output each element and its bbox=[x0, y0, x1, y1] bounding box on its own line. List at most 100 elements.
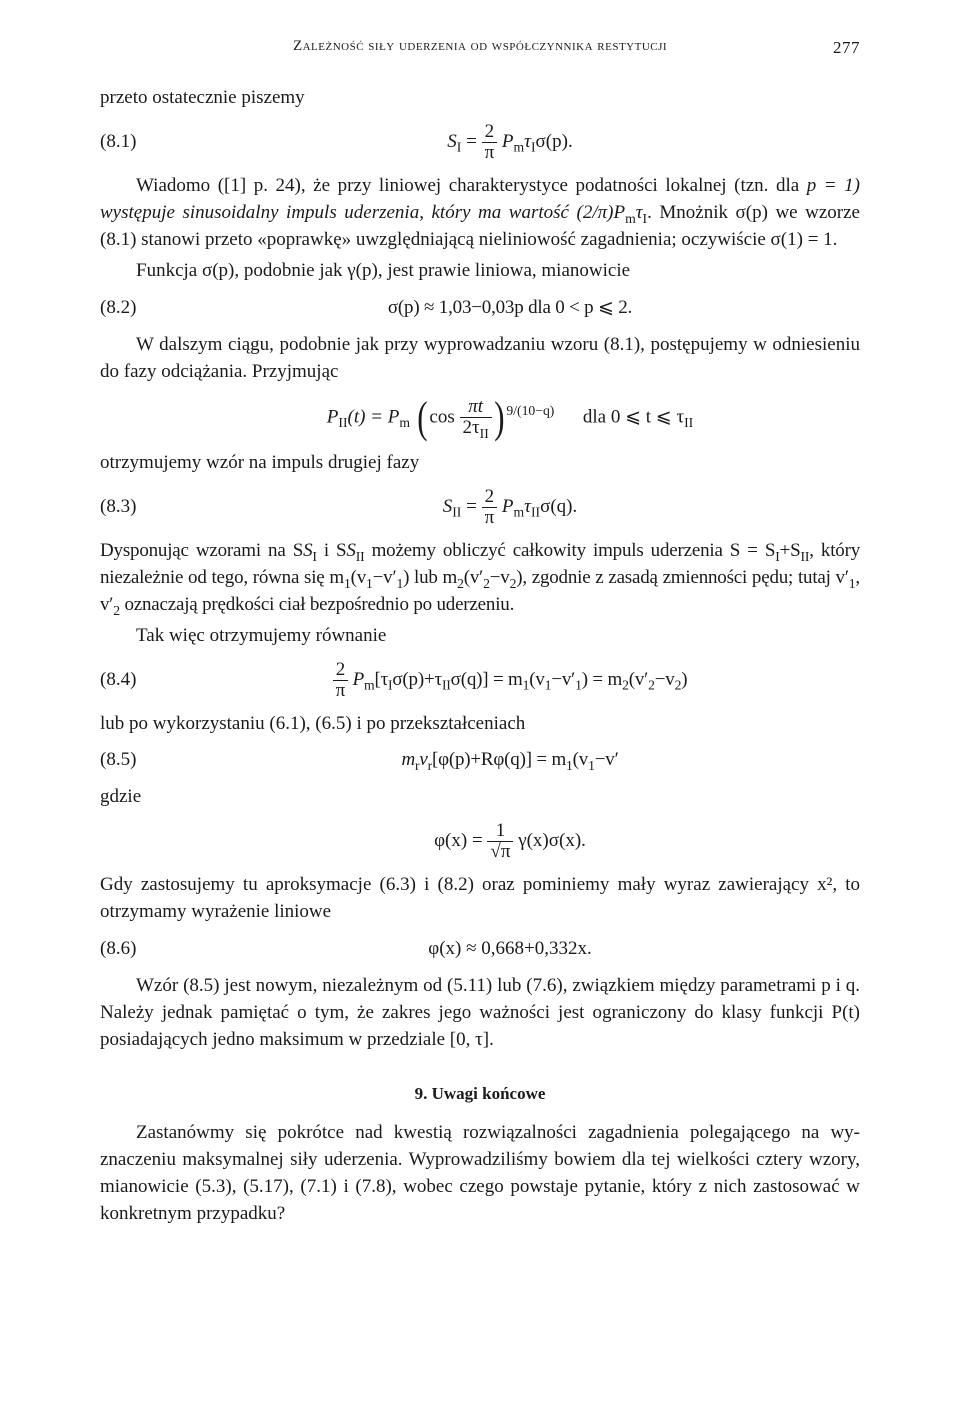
eq84-mv2: −v bbox=[655, 668, 675, 689]
eq-num-8-6: (8.6) bbox=[100, 936, 160, 963]
eq85-mv: −v′ bbox=[595, 749, 619, 770]
eq81-tau: τ bbox=[524, 131, 531, 152]
p6l2: 2 bbox=[113, 603, 120, 618]
p6b: i S bbox=[317, 540, 347, 561]
equation-8-6: (8.6) φ(x) ≈ 0,668+0,332x. bbox=[100, 936, 860, 963]
para-1: przeto ostatecznie piszemy bbox=[100, 85, 860, 112]
eq81-frac-den: π bbox=[482, 143, 498, 163]
equation-8-1: (8.1) SI = 2 π PmτIσ(p). bbox=[100, 122, 860, 163]
phi-num: 1 bbox=[487, 821, 513, 842]
rparen-icon: ) bbox=[494, 396, 504, 440]
eq-body-8-2: σ(p) ≈ 1,03−0,03p dla 0 < p ⩽ 2. bbox=[160, 295, 860, 322]
eq84-mv: −v′ bbox=[551, 668, 575, 689]
eq84-v1: (v bbox=[529, 668, 544, 689]
pii-exp: 9/(10−q) bbox=[506, 403, 554, 418]
pii-fnum: πt bbox=[460, 397, 492, 418]
eq-num-8-3: (8.3) bbox=[100, 494, 160, 521]
p6f1: 1 bbox=[366, 576, 373, 591]
eq84-m: m bbox=[364, 677, 374, 692]
p6m: oznaczają prędkości ciał bezpośrednio po… bbox=[120, 594, 514, 615]
para-6: Dysponując wzorami na SSI i SSII możemy … bbox=[100, 538, 860, 619]
eq83-tau: τ bbox=[524, 496, 531, 517]
p6dii: II bbox=[801, 549, 810, 564]
eq81-frac: 2 π bbox=[482, 122, 498, 163]
eq84-2: 2 bbox=[622, 677, 629, 692]
eq83-eq: = bbox=[466, 496, 481, 517]
para-2: Wiadomo ([1] p. 24), że przy liniowej ch… bbox=[100, 173, 860, 254]
pii-cond: dla 0 ⩽ t ⩽ τ bbox=[583, 406, 684, 427]
eq85-1: 1 bbox=[566, 758, 573, 773]
eq-num-8-5: (8.5) bbox=[100, 747, 160, 774]
p6d: +S bbox=[780, 540, 801, 561]
eq83-fnum: 2 bbox=[482, 487, 498, 508]
page-number: 277 bbox=[833, 36, 860, 60]
para-8: lub po wykorzystaniu (6.1), (6.5) i po p… bbox=[100, 711, 860, 738]
p2b-tau: τ bbox=[636, 202, 643, 223]
eq86-body: φ(x) ≈ 0,668+0,332x. bbox=[428, 938, 592, 959]
p6e1: 1 bbox=[344, 576, 351, 591]
pii-frac: πt 2τII bbox=[460, 397, 492, 438]
eq85-v: v bbox=[419, 749, 427, 770]
phi-rest: γ(x)σ(x). bbox=[518, 830, 586, 851]
p6i: (v′ bbox=[464, 567, 483, 588]
para-10: Gdy zastosujemy tu aproksymacje (6.3) i … bbox=[100, 872, 860, 926]
equation-8-4: (8.4) 2 π Pm[τIσ(p)+τIIσ(q)] = m1(v1−v′1… bbox=[100, 660, 860, 701]
running-head: Zależność siły uderzenia od współczynnik… bbox=[100, 36, 860, 57]
p6k: ), zgodnie z zasadą zmien­ności pędu; tu… bbox=[516, 567, 849, 588]
eq83-ii: II bbox=[452, 504, 461, 519]
lparen-icon: ( bbox=[417, 396, 427, 440]
pii-lhs: P bbox=[327, 406, 339, 427]
eq84-sp: σ(p)+τ bbox=[392, 668, 442, 689]
eq85-phi: [φ(p)+Rφ(q)] = m bbox=[432, 749, 566, 770]
eq81-sigma: σ(p). bbox=[536, 131, 573, 152]
eq83-ii2: II bbox=[531, 504, 540, 519]
eq81-sub: I bbox=[457, 140, 462, 155]
eq-body-phi: φ(x) = 1 √π γ(x)σ(x). bbox=[160, 821, 860, 862]
equation-8-2: (8.2) σ(p) ≈ 1,03−0,03p dla 0 < p ⩽ 2. bbox=[100, 295, 860, 322]
eq85-m: m bbox=[401, 749, 415, 770]
eq84-sq: σ(q)] = m bbox=[451, 668, 523, 689]
p2b-sub: m bbox=[625, 211, 636, 226]
pii-ii: II bbox=[338, 415, 347, 430]
eq-body-8-1: SI = 2 π PmτIσ(p). bbox=[160, 122, 860, 163]
p6f: (v bbox=[351, 567, 366, 588]
eq84-ii: II bbox=[442, 677, 451, 692]
eq-body-8-3: SII = 2 π PmτIIσ(q). bbox=[160, 487, 860, 528]
eq85-v1: (v bbox=[573, 749, 588, 770]
p2a: Wiadomo ([1] p. 24), że przy liniowej ch… bbox=[136, 175, 807, 196]
eq83-p: P bbox=[502, 496, 514, 517]
eq81-lhs: S bbox=[447, 131, 457, 152]
equation-8-3: (8.3) SII = 2 π PmτIIσ(q). bbox=[100, 487, 860, 528]
eq81-eq: = bbox=[466, 131, 481, 152]
eq83-fden: π bbox=[482, 508, 498, 528]
eq84-p: P bbox=[353, 668, 364, 689]
eq84-end: ) bbox=[681, 668, 687, 689]
pii-m: m bbox=[399, 415, 410, 430]
para-11: Wzór (8.5) jest nowym, niezależnym od (5… bbox=[100, 973, 860, 1054]
eq81-p: P bbox=[502, 131, 514, 152]
eq84-eqm2: ) = m bbox=[582, 668, 622, 689]
para-12: Zastanówmy się pokrótce nad kwestią rozw… bbox=[100, 1120, 860, 1228]
running-title: Zależność siły uderzenia od współczynnik… bbox=[293, 38, 667, 54]
eq84-br: [τ bbox=[374, 668, 388, 689]
p6g: −v′ bbox=[373, 567, 397, 588]
equation-8-5: (8.5) mrvr[φ(p)+Rφ(q)] = m1(v1−v′ bbox=[100, 747, 860, 774]
eq81-m: m bbox=[514, 140, 525, 155]
phi-den: √π bbox=[487, 842, 513, 862]
eq84-v2: (v′ bbox=[629, 668, 648, 689]
eq84-fnum: 2 bbox=[333, 660, 348, 681]
eq-num-8-4: (8.4) bbox=[100, 667, 160, 694]
eq-body-pii: PII(t) = Pm (cos πt 2τII )9/(10−q) dla 0… bbox=[160, 396, 860, 440]
eq81-frac-num: 2 bbox=[482, 122, 498, 143]
pii-cos: cos bbox=[429, 406, 454, 427]
para-3: Funkcja σ(p), podobnie jak γ(p), jest pr… bbox=[100, 258, 860, 285]
para-9: gdzie bbox=[100, 784, 860, 811]
eq83-frac: 2 π bbox=[482, 487, 498, 528]
eq-num-8-1: (8.1) bbox=[100, 129, 160, 156]
eq85-1b: 1 bbox=[588, 758, 595, 773]
eq-body-8-6: φ(x) ≈ 0,668+0,332x. bbox=[160, 936, 860, 963]
p6a: Dysponując wzorami na S bbox=[100, 540, 303, 561]
eq83-sigma: σ(q). bbox=[540, 496, 577, 517]
eq84-frac: 2 π bbox=[333, 660, 348, 701]
page: Zależność siły uderzenia od współczynnik… bbox=[0, 0, 960, 1424]
